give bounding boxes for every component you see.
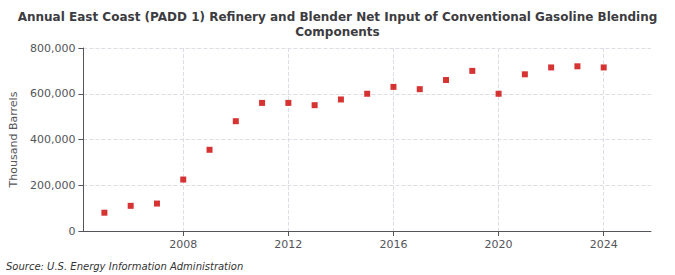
svg-text:2020: 2020 <box>485 238 513 251</box>
svg-text:2012: 2012 <box>274 238 302 251</box>
svg-text:Thousand Barrels: Thousand Barrels <box>7 91 20 188</box>
svg-text:600,000: 600,000 <box>30 87 76 100</box>
svg-text:2024: 2024 <box>590 238 618 251</box>
svg-text:400,000: 400,000 <box>30 133 76 146</box>
svg-text:2008: 2008 <box>169 238 197 251</box>
svg-text:0: 0 <box>68 225 75 238</box>
svg-text:Source: U.S. Energy Informatio: Source: U.S. Energy Information Administ… <box>6 261 243 272</box>
svg-text:Components: Components <box>295 25 380 39</box>
svg-text:Annual East Coast (PADD 1) Ref: Annual East Coast (PADD 1) Refinery and … <box>18 10 658 24</box>
svg-text:2016: 2016 <box>379 238 407 251</box>
svg-text:200,000: 200,000 <box>30 179 76 192</box>
svg-text:800,000: 800,000 <box>30 42 76 55</box>
